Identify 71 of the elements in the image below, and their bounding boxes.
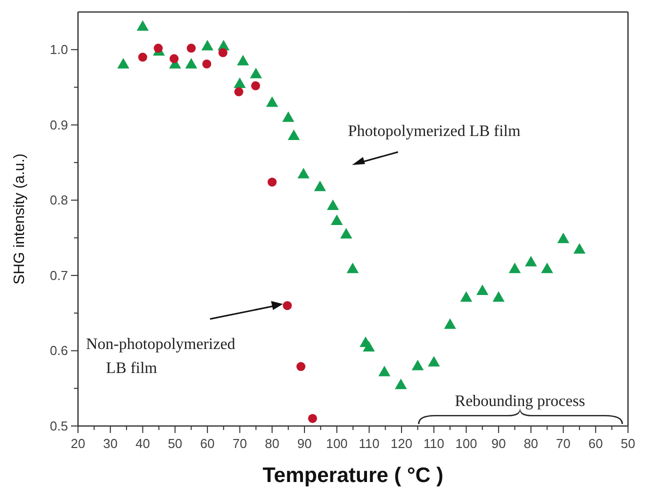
x-tick-label: 110 xyxy=(358,436,380,451)
point xyxy=(154,44,163,53)
x-tick-label: 90 xyxy=(491,436,506,451)
point xyxy=(298,168,310,178)
point xyxy=(444,318,456,329)
point xyxy=(573,243,586,254)
point xyxy=(237,54,249,66)
point xyxy=(460,291,472,302)
x-tick-label: 40 xyxy=(135,436,150,451)
x-tick-label: 80 xyxy=(264,436,280,451)
y-tick-label: 0.7 xyxy=(50,268,68,283)
x-tick-label: 100 xyxy=(326,436,348,451)
point xyxy=(251,81,260,90)
x-tick-label: 110 xyxy=(424,436,444,451)
point xyxy=(428,356,440,367)
point xyxy=(288,129,300,140)
point xyxy=(508,262,521,274)
annotation: Rebounding process xyxy=(454,393,586,410)
x-tick-label: 100 xyxy=(455,436,478,451)
point xyxy=(476,284,488,296)
x-tick-label: 90 xyxy=(297,436,312,451)
x-tick-label: 60 xyxy=(588,436,603,451)
point xyxy=(268,178,277,187)
point xyxy=(136,20,149,31)
point xyxy=(541,262,554,274)
y-tick-label: 0.9 xyxy=(50,117,68,132)
point xyxy=(412,360,424,370)
x-tick-label: 80 xyxy=(524,436,538,451)
point xyxy=(117,58,130,68)
point xyxy=(218,48,228,58)
x-tick-label: 120 xyxy=(390,436,412,451)
annotation: Photopolymerized LB film xyxy=(348,123,521,140)
x-axis-title: Temperature ( °C ) xyxy=(262,464,444,487)
point xyxy=(362,340,375,352)
y-tick-label: 0.6 xyxy=(50,343,68,358)
x-tick-label: 50 xyxy=(168,436,182,451)
point xyxy=(185,58,198,68)
point xyxy=(282,301,292,310)
point xyxy=(138,52,148,62)
x-tick-label: 70 xyxy=(556,436,571,451)
y-tick-label: 0.5 xyxy=(50,418,68,434)
point xyxy=(266,96,278,107)
point xyxy=(186,44,196,53)
point xyxy=(326,199,339,210)
point xyxy=(340,228,352,239)
point xyxy=(394,378,407,390)
point xyxy=(250,68,262,78)
annotation: Non-photopolymerized LB film xyxy=(86,336,236,377)
point xyxy=(492,291,505,302)
point xyxy=(170,54,179,64)
x-tick-label: 20 xyxy=(70,436,86,451)
x-tick-label: 30 xyxy=(103,436,118,451)
point xyxy=(282,111,294,122)
x-tick-label: 50 xyxy=(620,436,636,451)
point xyxy=(296,362,306,372)
point xyxy=(202,59,212,68)
point xyxy=(201,40,214,50)
point xyxy=(557,232,570,244)
y-tick-label: 0.8 xyxy=(50,192,68,208)
x-tick-label: 60 xyxy=(200,436,215,451)
point xyxy=(234,87,244,96)
point xyxy=(314,180,326,192)
x-tick-label: 70 xyxy=(232,436,247,451)
point xyxy=(378,366,390,376)
point xyxy=(330,214,343,226)
y-axis-title: SHG intensity (a.u.) xyxy=(11,154,28,284)
point xyxy=(308,414,318,423)
point xyxy=(234,78,246,88)
point xyxy=(346,262,359,274)
y-tick-label: 1.0 xyxy=(50,42,68,58)
point xyxy=(524,256,537,266)
